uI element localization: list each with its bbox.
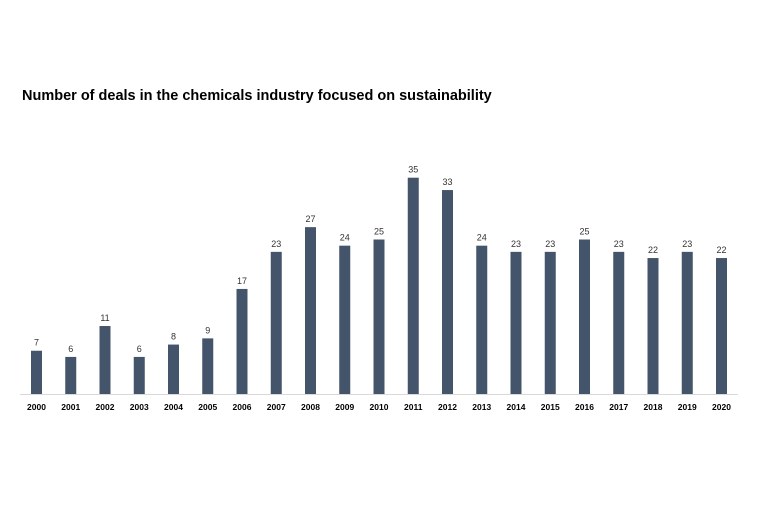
value-label-2019: 23 bbox=[682, 239, 692, 249]
x-tick-label-2010: 2010 bbox=[370, 402, 389, 412]
bar-2009 bbox=[339, 245, 351, 394]
value-label-2013: 24 bbox=[477, 233, 487, 243]
bar-2002 bbox=[99, 326, 111, 394]
bar-2011 bbox=[407, 177, 419, 394]
x-tick-label-2005: 2005 bbox=[198, 402, 217, 412]
value-label-2006: 17 bbox=[237, 276, 247, 286]
bar-2003 bbox=[133, 356, 145, 394]
value-label-2005: 9 bbox=[205, 325, 210, 335]
bar-2007 bbox=[270, 251, 282, 394]
value-label-2020: 22 bbox=[716, 245, 726, 255]
x-tick-label-2014: 2014 bbox=[507, 402, 526, 412]
value-label-2004: 8 bbox=[171, 332, 176, 342]
x-tick-label-2015: 2015 bbox=[541, 402, 560, 412]
value-label-2001: 6 bbox=[68, 344, 73, 354]
value-label-2018: 22 bbox=[648, 245, 658, 255]
bar-2005 bbox=[202, 338, 214, 394]
value-labels-layer: 7 6 11 6 8 9 17 23 27 24 25 35 33 24 23 23 25 23 22 23 22 bbox=[34, 165, 727, 354]
chart-title: Number of deals in the chemicals industr… bbox=[22, 88, 492, 104]
x-tick-label-2006: 2006 bbox=[233, 402, 252, 412]
x-tick-label-2018: 2018 bbox=[644, 402, 663, 412]
bar-2004 bbox=[168, 344, 179, 394]
bar-2017 bbox=[613, 251, 625, 394]
bars-layer bbox=[31, 177, 727, 394]
value-label-2014: 23 bbox=[511, 239, 521, 249]
x-tick-label-2019: 2019 bbox=[678, 402, 697, 412]
value-label-2003: 6 bbox=[137, 344, 142, 354]
bar-2015 bbox=[544, 251, 556, 394]
value-label-2011: 35 bbox=[408, 165, 418, 175]
x-tick-label-2001: 2001 bbox=[61, 402, 80, 412]
x-tick-label-2009: 2009 bbox=[335, 402, 354, 412]
x-tick-label-2012: 2012 bbox=[438, 402, 457, 412]
value-label-2015: 23 bbox=[545, 239, 555, 249]
bar-2001 bbox=[65, 356, 77, 394]
bar-2000 bbox=[31, 350, 42, 394]
x-tick-label-2020: 2020 bbox=[712, 402, 731, 412]
bar-2008 bbox=[305, 227, 316, 394]
x-tick-label-2002: 2002 bbox=[96, 402, 115, 412]
x-tick-label-2008: 2008 bbox=[301, 402, 320, 412]
bar-2012 bbox=[442, 190, 453, 394]
x-tick-label-2007: 2007 bbox=[267, 402, 286, 412]
x-tick-label-2004: 2004 bbox=[164, 402, 183, 412]
bar-2019 bbox=[681, 251, 693, 394]
x-tick-label-2017: 2017 bbox=[609, 402, 628, 412]
x-tick-label-2013: 2013 bbox=[472, 402, 491, 412]
bar-2006 bbox=[236, 288, 248, 394]
x-tick-labels-layer: 2000 2001 2002 2003 2004 2005 2006 2007 2008 2009… bbox=[27, 402, 731, 412]
x-tick-label-2003: 2003 bbox=[130, 402, 149, 412]
value-label-2007: 23 bbox=[271, 239, 281, 249]
bar-2013 bbox=[476, 245, 488, 394]
bar-2014 bbox=[510, 251, 522, 394]
bar-2020 bbox=[716, 258, 727, 394]
x-tick-label-2011: 2011 bbox=[404, 402, 423, 412]
value-label-2000: 7 bbox=[34, 338, 39, 348]
value-label-2010: 25 bbox=[374, 227, 384, 237]
bar-2016 bbox=[579, 239, 590, 394]
value-label-2012: 33 bbox=[442, 177, 452, 187]
value-label-2016: 25 bbox=[579, 227, 589, 237]
x-tick-label-2000: 2000 bbox=[27, 402, 46, 412]
x-tick-label-2016: 2016 bbox=[575, 402, 594, 412]
value-label-2009: 24 bbox=[340, 233, 350, 243]
value-label-2002: 11 bbox=[100, 313, 109, 323]
value-label-2017: 23 bbox=[614, 239, 624, 249]
value-label-2008: 27 bbox=[305, 214, 315, 224]
bar-2010 bbox=[373, 239, 385, 394]
bar-2018 bbox=[647, 258, 659, 394]
